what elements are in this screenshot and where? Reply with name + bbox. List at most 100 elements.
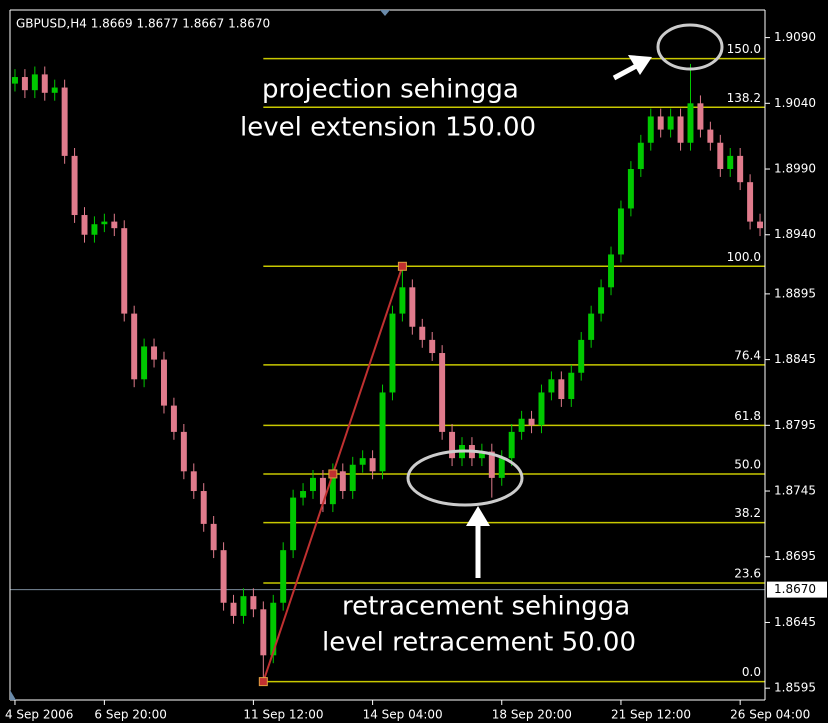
candle-body [359, 458, 366, 465]
candle-body [757, 221, 764, 229]
candle-body [737, 155, 744, 183]
candle-body [687, 103, 694, 143]
candle-body [71, 155, 78, 216]
x-tick-label: 11 Sep 12:00 [243, 708, 323, 722]
y-tick-label: 1.9090 [774, 30, 816, 44]
candle-body [369, 458, 376, 472]
candle-body [290, 497, 297, 551]
x-tick-label: 4 Sep 2006 [5, 708, 73, 722]
candle-body [608, 254, 614, 288]
arrow [612, 55, 652, 81]
candle-body [300, 491, 307, 498]
y-tick-label: 1.8645 [774, 615, 816, 629]
candle-body [409, 287, 416, 327]
candle-body [220, 550, 227, 603]
y-tick-label: 1.8940 [774, 227, 816, 241]
candle-body [131, 313, 138, 380]
candle-body [627, 169, 634, 209]
y-tick-label: 1.8795 [774, 418, 816, 432]
candle-body [449, 431, 456, 459]
x-tick-label: 21 Sep 12:00 [611, 708, 691, 722]
candle-body [11, 77, 18, 84]
candle-body [478, 451, 485, 459]
x-tick-label: 18 Sep 20:00 [492, 708, 572, 722]
highlight-ellipse [406, 449, 524, 507]
candle-body [41, 74, 48, 93]
candle-body [121, 228, 128, 314]
fib-label: 150.0 [727, 42, 761, 56]
candle-body [31, 74, 38, 91]
price-label-box [767, 581, 827, 598]
candle-body [260, 609, 267, 656]
candle-body [677, 116, 684, 143]
candle-body [389, 313, 396, 393]
fib-label: 50.0 [734, 457, 761, 471]
candle-body [558, 379, 565, 400]
candle-body [151, 346, 158, 360]
candle-body [170, 405, 177, 432]
candle-body [339, 471, 346, 492]
candle-body [319, 477, 326, 505]
candle-body [538, 392, 545, 426]
shift-marker [380, 10, 390, 16]
fib-label: 61.8 [734, 409, 761, 423]
candle-body [429, 339, 436, 354]
fib-label: 100.0 [727, 250, 761, 264]
scroll-marker [10, 690, 16, 700]
y-tick-label: 1.8990 [774, 162, 816, 176]
candle-body [379, 392, 386, 472]
fib-label: 38.2 [734, 506, 761, 520]
candle-body [111, 221, 118, 229]
candle-body [310, 477, 316, 492]
candle-body [508, 431, 515, 459]
y-tick-label: 1.8745 [774, 484, 816, 498]
candle-body [717, 142, 724, 170]
candle-body [101, 221, 108, 225]
trend-anchor [328, 469, 338, 479]
candle-body [329, 471, 336, 505]
fib-label: 138.2 [727, 91, 761, 105]
y-tick-label: 1.8845 [774, 352, 816, 366]
candle-body [81, 215, 88, 235]
fib-label: 0.0 [742, 665, 761, 679]
candle-body [240, 596, 247, 616]
candle-body [439, 353, 446, 432]
annotation: level extension 150.00 [240, 113, 536, 143]
candle-body [399, 287, 406, 314]
x-tick-label: 26 Sep 04:00 [730, 708, 810, 722]
candle-body [349, 464, 356, 492]
y-tick-label: 1.8695 [774, 549, 816, 563]
candle-body [568, 372, 575, 400]
candle-body [498, 458, 505, 478]
candle-body [488, 451, 495, 478]
x-tick-label: 6 Sep 20:00 [94, 708, 166, 722]
candle-body [180, 431, 187, 472]
candle-body [697, 103, 704, 130]
candle-body [518, 418, 525, 432]
candle-body [707, 129, 714, 143]
candle-body [528, 418, 535, 426]
plot-area: 0.0 23.6 38.2 50.0 61.8 76.4 100.0 138.2 150.0 [10, 42, 765, 687]
arrow [466, 506, 490, 578]
candle-body [617, 208, 624, 255]
symbol-header: GBPUSD,H4 1.8669 1.8677 1.8667 1.8670 [16, 17, 270, 31]
candle-body [280, 550, 287, 603]
candle-body [51, 87, 58, 93]
candle-body [161, 359, 167, 406]
candle-body [667, 116, 674, 130]
candle-body [190, 471, 197, 492]
candle-body [637, 142, 644, 170]
candle-body [747, 182, 754, 222]
trend-anchor [258, 677, 268, 687]
candle-body [419, 326, 426, 340]
candle-body [270, 602, 277, 656]
y-tick-label: 1.8895 [774, 286, 816, 300]
candle-body [200, 491, 207, 524]
candle-body [141, 346, 148, 380]
candle-body [91, 224, 98, 235]
candle-body [727, 155, 734, 170]
candle-body [21, 77, 28, 91]
annotation: level retracement 50.00 [322, 628, 636, 658]
candle-body [647, 116, 654, 143]
